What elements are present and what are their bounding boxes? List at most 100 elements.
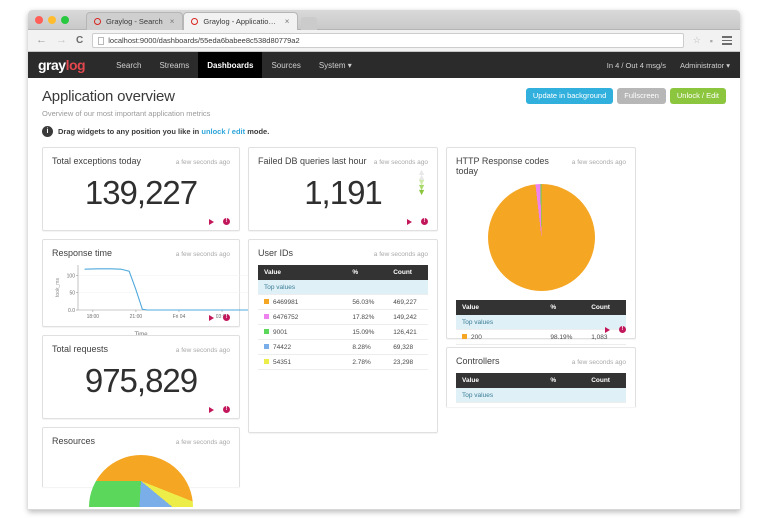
table-row[interactable]: 9001 15.09% 126,421 [258, 324, 428, 340]
widget-timestamp: a few seconds ago [373, 159, 428, 166]
top-values-label: Top values [456, 388, 626, 403]
widget-title: Controllers [456, 356, 500, 366]
logo-gray: gray [38, 57, 66, 73]
user-menu[interactable]: Administrator ▾ [679, 60, 730, 70]
widget-http-response-codes[interactable]: HTTP Response codes today a few seconds … [446, 147, 636, 375]
new-tab-button[interactable] [301, 17, 318, 30]
play-icon[interactable] [209, 218, 214, 225]
widget-total-exceptions[interactable]: Total exceptions today a few seconds ago… [42, 147, 240, 231]
address-bar-input[interactable]: localhost:9000/dashboards/55eda6babee8c5… [92, 33, 684, 48]
table-row[interactable]: 6476752 17.82% 149,242 [258, 309, 428, 325]
widget-user-ids[interactable]: User IDs a few seconds ago Value % Count [248, 239, 438, 433]
column-header-value[interactable]: Value [456, 300, 545, 315]
alert-icon[interactable]: ! [223, 314, 230, 321]
color-swatch-icon [264, 344, 269, 350]
widget-resources[interactable]: Resources a few seconds ago [42, 427, 240, 507]
cell-percent: 98.19% [544, 329, 586, 345]
back-arrow-icon[interactable]: ← [36, 34, 47, 46]
table-header-row: Value % Count [258, 265, 428, 280]
color-swatch-icon [264, 359, 269, 365]
hamburger-menu-icon[interactable] [722, 36, 732, 45]
user-ids-table-body: Top values 6469981 56.03% 469,227 6476752 17.… [258, 280, 428, 370]
page-title: Application overview [42, 88, 175, 105]
widget-footer: ! [407, 218, 428, 225]
column-header-value[interactable]: Value [258, 265, 347, 280]
widget-failed-db-queries[interactable]: Failed DB queries last hour a few second… [248, 147, 438, 231]
svg-text:50: 50 [69, 291, 75, 297]
nav-item-dashboards[interactable]: Dashboards [198, 52, 263, 78]
column-header-percent[interactable]: % [544, 300, 586, 315]
play-icon[interactable] [407, 218, 412, 225]
update-in-background-button[interactable]: Update in background [525, 88, 614, 104]
bookmark-star-icon[interactable]: ☆ [692, 35, 701, 45]
widget-controllers[interactable]: Controllers a few seconds ago Value % Co… [446, 347, 636, 407]
nav-item-sources[interactable]: Sources [271, 60, 301, 70]
column-header-percent[interactable]: % [346, 265, 388, 280]
table-row[interactable]: 6469981 56.03% 469,227 [258, 294, 428, 310]
app-navbar: graylog Search Streams Dashboards Source… [28, 52, 740, 78]
cell-value: 6469981 [258, 294, 347, 310]
nav-item-streams[interactable]: Streams [159, 60, 190, 70]
alert-icon[interactable]: ! [223, 218, 230, 225]
hint-suffix: mode. [245, 127, 270, 136]
play-icon[interactable] [209, 406, 214, 413]
widget-response-time[interactable]: Response time a few seconds ago 0.0 50 100… [42, 239, 409, 338]
forward-arrow-icon[interactable]: → [56, 34, 67, 46]
table-row[interactable]: 54351 2.78% 23,298 [258, 354, 428, 370]
cell-count: 469,227 [387, 294, 428, 310]
widget-value-wrap: 1,191 ▲ ▲ ▼ ▼ ▼ [258, 166, 428, 218]
reload-icon[interactable]: C [76, 34, 84, 46]
browser-tab-1[interactable]: Graylog - Search × [86, 12, 184, 30]
svg-text:18:00: 18:00 [87, 314, 100, 320]
widget-header: Total requests a few seconds ago [52, 344, 230, 354]
unlock-edit-button[interactable]: Unlock / Edit [669, 88, 726, 104]
column-header-count[interactable]: Count [585, 300, 626, 315]
maximize-window-button[interactable] [61, 16, 69, 24]
cell-count: 1,083 [585, 329, 626, 345]
resources-pie-chart [89, 455, 193, 507]
widget-footer: ! [209, 218, 230, 225]
cell-percent: 15.09% [346, 324, 388, 340]
alert-icon[interactable]: ! [619, 326, 626, 333]
widget-title: Total requests [52, 344, 109, 354]
fullscreen-button[interactable]: Fullscreen [617, 88, 666, 104]
svg-text:100: 100 [67, 273, 76, 279]
widget-title: Resources [52, 436, 96, 446]
table-row[interactable]: 74422 8.28% 69,328 [258, 339, 428, 355]
extension-icon[interactable]: ▪ [709, 35, 713, 46]
address-bar-url: localhost:9000/dashboards/55eda6babee8c5… [108, 36, 300, 45]
widget-title: HTTP Response codes today [456, 156, 549, 176]
widget-timestamp: a few seconds ago [175, 251, 230, 258]
browser-tab-2[interactable]: Graylog - Application over... × [183, 12, 299, 30]
close-tab-icon[interactable]: × [169, 17, 175, 26]
app-nav-right: In 4 / Out 4 msg/s Administrator ▾ [607, 52, 730, 78]
column-header-count[interactable]: Count [387, 265, 428, 280]
column-header-count[interactable]: Count [585, 373, 626, 388]
alert-icon[interactable]: ! [421, 218, 428, 225]
widget-header: Failed DB queries last hour a few second… [258, 156, 428, 166]
throughput-indicator: In 4 / Out 4 msg/s [606, 60, 666, 70]
minimize-window-button[interactable] [48, 16, 56, 24]
trend-down-icon: ▲ ▲ ▼ ▼ ▼ [417, 167, 426, 197]
widget-value: 975,829 [84, 361, 198, 399]
browser-tabstrip: Graylog - Search × Graylog - Application… [86, 12, 318, 30]
close-tab-icon[interactable]: × [284, 17, 290, 26]
play-icon[interactable] [605, 326, 610, 333]
unlock-edit-link[interactable]: unlock / edit [201, 127, 246, 136]
play-icon[interactable] [209, 314, 214, 321]
widget-total-requests[interactable]: Total requests a few seconds ago 975,829… [42, 335, 240, 419]
http-codes-pie-chart [487, 184, 595, 291]
graylog-logo[interactable]: graylog [38, 57, 86, 73]
controllers-table: Value % Count Top values [456, 373, 626, 403]
nav-item-search[interactable]: Search [116, 60, 142, 70]
column-header-percent[interactable]: % [544, 373, 586, 388]
table-row[interactable]: 200 98.19% 1,083 [456, 329, 626, 345]
browser-tab-2-title: Graylog - Application over... [203, 17, 277, 26]
window-controls[interactable] [35, 16, 69, 24]
column-header-value[interactable]: Value [456, 373, 545, 388]
nav-item-system[interactable]: System ▾ [318, 60, 352, 70]
alert-icon[interactable]: ! [223, 406, 230, 413]
close-window-button[interactable] [35, 16, 43, 24]
widget-value: 1,191 [304, 173, 383, 211]
svg-text:03:00: 03:00 [216, 314, 229, 320]
